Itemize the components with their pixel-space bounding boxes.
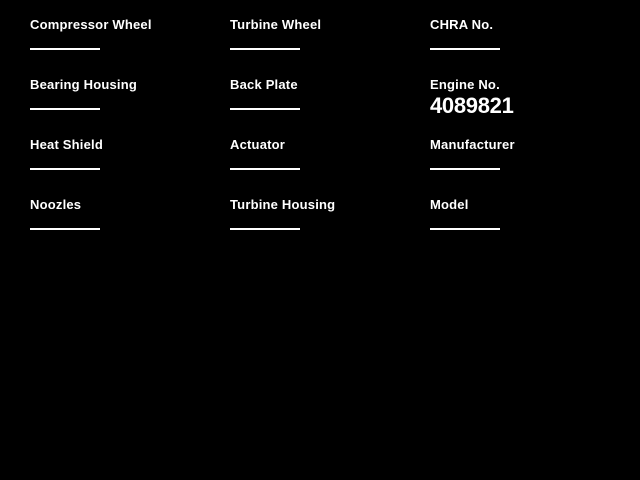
- field-engine-no: Engine No. 4089821: [430, 77, 630, 118]
- field-value[interactable]: 4089821: [430, 93, 514, 118]
- field-label: Manufacturer: [430, 137, 515, 152]
- field-label: Compressor Wheel: [30, 17, 152, 32]
- field-input-underline[interactable]: [230, 168, 300, 170]
- field-label: Turbine Wheel: [230, 17, 322, 32]
- field-input-underline[interactable]: [30, 228, 100, 230]
- field-model: Model: [430, 197, 630, 230]
- field-input-underline[interactable]: [230, 48, 300, 50]
- field-label: CHRA No.: [430, 17, 494, 32]
- field-label: Turbine Housing: [230, 197, 336, 212]
- field-label: Heat Shield: [30, 137, 103, 152]
- field-input-underline[interactable]: [30, 168, 100, 170]
- field-label: Noozles: [30, 197, 82, 212]
- field-heat-shield: Heat Shield: [30, 137, 230, 170]
- field-label: Back Plate: [230, 77, 298, 92]
- field-noozles: Noozles: [30, 197, 230, 230]
- field-actuator: Actuator: [230, 137, 430, 170]
- field-input-underline[interactable]: [30, 48, 100, 50]
- field-compressor-wheel: Compressor Wheel: [30, 17, 230, 50]
- field-input-underline[interactable]: [430, 228, 500, 230]
- field-label: Actuator: [230, 137, 286, 152]
- field-back-plate: Back Plate: [230, 77, 430, 110]
- field-bearing-housing: Bearing Housing: [30, 77, 230, 110]
- field-input-underline[interactable]: [230, 108, 300, 110]
- field-label: Model: [430, 197, 469, 212]
- field-label: Engine No.: [430, 77, 500, 92]
- field-turbine-housing: Turbine Housing: [230, 197, 430, 230]
- field-label: Bearing Housing: [30, 77, 138, 92]
- field-input-underline[interactable]: [30, 108, 100, 110]
- field-input-underline[interactable]: [230, 228, 300, 230]
- field-input-underline[interactable]: [430, 168, 500, 170]
- field-manufacturer: Manufacturer: [430, 137, 630, 170]
- field-turbine-wheel: Turbine Wheel: [230, 17, 430, 50]
- field-input-underline[interactable]: [430, 48, 500, 50]
- field-chra-no: CHRA No.: [430, 17, 630, 50]
